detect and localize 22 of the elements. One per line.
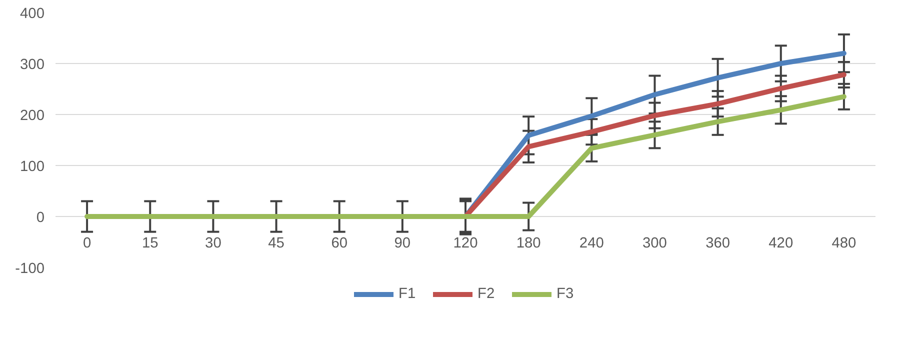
y-tick-label: 400	[20, 6, 45, 22]
x-tick-label: 360	[706, 236, 730, 252]
y-tick-label: 300	[20, 57, 45, 73]
y-tick-label: 100	[20, 159, 45, 175]
y-tick-label: 0	[36, 210, 45, 226]
y-tick-label: 200	[20, 108, 45, 124]
x-tick-label: 180	[516, 236, 541, 252]
x-tick-label: 0	[82, 236, 92, 252]
x-tick-label: 90	[394, 236, 411, 252]
legend-label: F2	[478, 286, 496, 302]
x-tick-label: 300	[642, 236, 667, 252]
x-tick-label: 480	[832, 236, 856, 252]
legend-label: F3	[556, 286, 575, 302]
x-tick-label: 60	[331, 236, 348, 252]
y-tick-label: -100	[15, 261, 45, 277]
x-tick-label: 120	[453, 236, 478, 252]
x-tick-label: 240	[579, 236, 604, 252]
legend-label: F1	[398, 286, 417, 302]
x-tick-label: 420	[768, 236, 794, 252]
x-tick-label: 30	[205, 236, 222, 252]
x-tick-label: 15	[142, 236, 158, 252]
x-tick-label: 45	[268, 236, 284, 252]
